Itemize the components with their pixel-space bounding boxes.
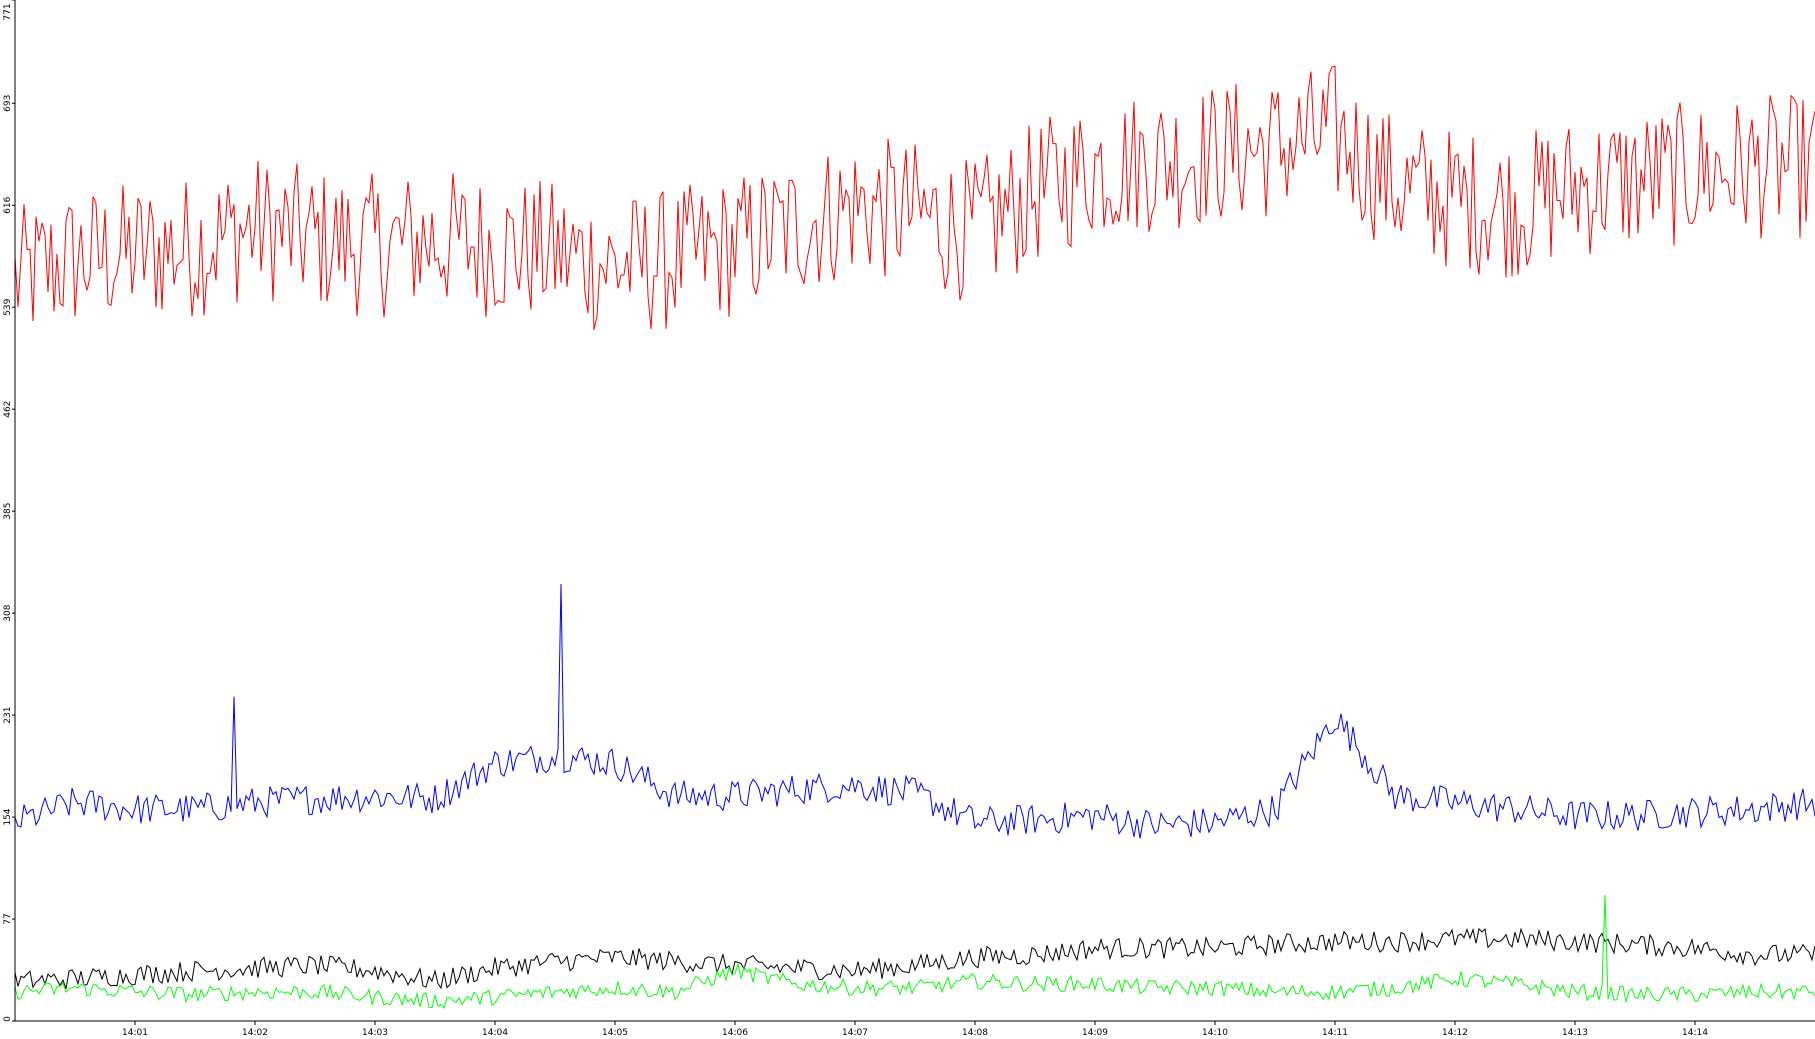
y-axis-ticks: 0 77 154 231 308 385 462 539 616 693 771 — [3, 0, 15, 1022]
series-line-1 — [14, 65, 1815, 331]
x-tick-label: 14:03 — [362, 1028, 388, 1038]
series-layer — [14, 65, 1815, 1010]
x-tick-label: 14:07 — [842, 1028, 868, 1038]
series-line-2 — [14, 583, 1815, 839]
y-tick-label: 0 — [3, 1016, 13, 1022]
y-tick-label: 77 — [3, 913, 13, 924]
y-tick-label: 539 — [3, 298, 13, 315]
x-tick-label: 14:14 — [1682, 1028, 1708, 1038]
y-tick-label: 771 — [3, 3, 13, 20]
y-tick-label: 308 — [3, 604, 13, 621]
x-tick-label: 14:06 — [722, 1028, 748, 1038]
x-tick-label: 14:04 — [482, 1028, 508, 1038]
series-line-4 — [14, 895, 1815, 1010]
series-line-3 — [14, 927, 1815, 990]
x-tick-label: 14:05 — [602, 1028, 628, 1038]
x-tick-label: 14:10 — [1202, 1028, 1228, 1038]
x-tick-label: 14:13 — [1562, 1028, 1588, 1038]
y-tick-label: 462 — [3, 401, 13, 418]
y-tick-label: 385 — [3, 503, 13, 520]
x-tick-label: 14:11 — [1322, 1028, 1348, 1038]
x-tick-label: 14:08 — [962, 1028, 988, 1038]
y-tick-label: 154 — [3, 808, 13, 825]
y-tick-label: 693 — [3, 95, 13, 112]
x-tick-label: 14:01 — [122, 1028, 148, 1038]
x-tick-label: 14:02 — [242, 1028, 268, 1038]
y-tick-label: 231 — [3, 707, 13, 724]
y-tick-label: 616 — [3, 196, 13, 213]
x-tick-label: 14:09 — [1082, 1028, 1108, 1038]
x-tick-label: 14:12 — [1442, 1028, 1468, 1038]
x-axis-ticks: 14:01 14:02 14:03 14:04 14:05 14:06 14:07 14:08… — [122, 1021, 1708, 1038]
